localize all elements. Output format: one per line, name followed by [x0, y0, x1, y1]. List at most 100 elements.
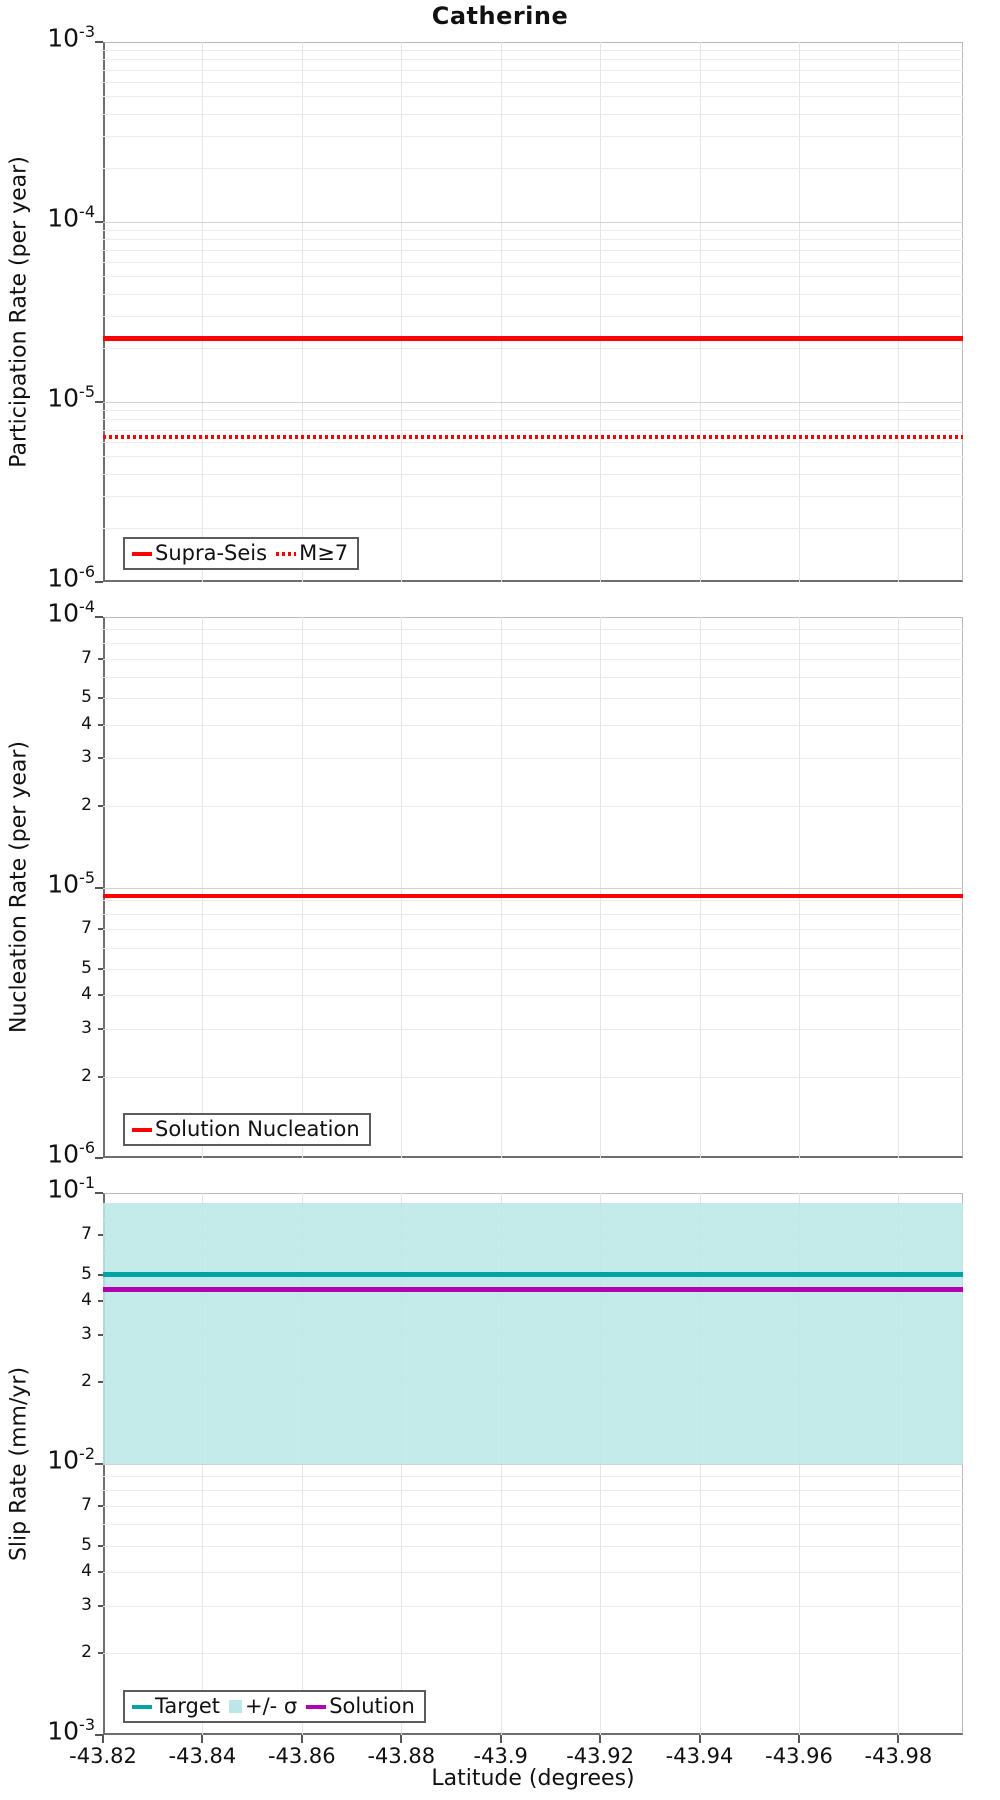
x-gridline [401, 42, 403, 582]
x-tick-mark [201, 1735, 204, 1743]
y-gridline-minor [103, 81, 963, 83]
y-tick-label: 10-3 [47, 22, 95, 53]
y-gridline-minor [103, 1653, 963, 1655]
y-axis-title-participation-rate: Participation Rate (per year) [6, 156, 32, 468]
y-tick-exponent: -5 [79, 382, 95, 401]
y-gridline-major [103, 402, 963, 403]
y-gridline-minor [103, 96, 963, 98]
y-tick-mark [95, 1192, 103, 1194]
legend-item-: +/- σ [228, 1696, 297, 1717]
y-minor-tick-label: 5 [81, 957, 92, 978]
x-tick-label: -43.82 [69, 1744, 137, 1768]
y-gridline-minor [103, 527, 963, 529]
y-gridline-minor [103, 929, 963, 931]
y-gridline-minor [103, 473, 963, 475]
uncertainty-band [103, 1202, 963, 1464]
legend-label: Target [155, 1694, 220, 1718]
x-tick-label: -43.94 [665, 1744, 734, 1768]
legend-item-m-7: M≥7 [276, 543, 348, 564]
y-minor-tick-label: 3 [81, 1594, 92, 1615]
x-tick-mark [897, 1735, 900, 1743]
y-gridline-minor [103, 347, 963, 349]
y-gridline-minor [103, 50, 963, 52]
y-gridline-minor [103, 419, 963, 421]
y-tick-mark [95, 616, 103, 618]
x-tick-mark [698, 1735, 701, 1743]
y-gridline-minor [103, 1571, 963, 1573]
x-axis-title: Latitude (degrees) [431, 1766, 635, 1791]
y-tick-exponent: -1 [79, 1173, 95, 1192]
y-gridline-minor [103, 758, 963, 760]
y-tick-exponent: -6 [79, 562, 95, 581]
y-gridline-minor [103, 1605, 963, 1607]
x-gridline [301, 42, 303, 582]
y-minor-tick-label: 7 [81, 1224, 92, 1244]
y-gridline-minor [103, 456, 963, 458]
series-line-solution-nucleation [103, 893, 963, 899]
y-minor-tick-label: 3 [81, 1017, 92, 1038]
y-tick-exponent: -6 [79, 1138, 95, 1157]
series-line-solution [103, 1287, 963, 1292]
y-tick-label: 10-2 [47, 1444, 95, 1475]
y-tick-mark-minor [98, 928, 103, 931]
y-gridline-minor [103, 1524, 963, 1526]
y-tick-label: 10-6 [47, 562, 95, 593]
x-tick-label: -43.88 [367, 1744, 436, 1768]
y-gridline-minor [103, 136, 963, 138]
y-tick-exponent: -2 [79, 1444, 95, 1463]
y-tick-mark-minor [98, 1505, 103, 1507]
y-tick-mark-minor [98, 1570, 103, 1573]
legend-line-swatch [132, 1127, 152, 1132]
x-tick-mark [400, 1735, 403, 1743]
y-axis-title-slip-rate: Slip Rate (mm/yr) [6, 1366, 32, 1562]
x-tick-label: -43.84 [168, 1744, 237, 1768]
y-minor-tick-label: 5 [81, 1534, 92, 1555]
y-tick-mark-minor [98, 1027, 103, 1030]
x-tick-label: -43.86 [267, 1744, 336, 1768]
y-tick-mark-minor [98, 805, 103, 808]
y-tick-mark [95, 221, 103, 223]
y-gridline-minor [103, 496, 963, 498]
series-line-supra-seis [103, 336, 963, 341]
y-minor-tick-label: 4 [81, 984, 92, 1005]
y-gridline-minor [103, 293, 963, 295]
y-tick-label: 10-5 [47, 867, 95, 898]
y-gridline-minor [103, 167, 963, 169]
y-gridline-minor [103, 643, 963, 645]
y-minor-tick-label: 7 [81, 1495, 92, 1515]
x-gridline [500, 42, 502, 582]
y-gridline-minor [103, 1028, 963, 1030]
x-tick-label: -43.9 [473, 1744, 528, 1768]
y-tick-exponent: -4 [79, 597, 95, 616]
y-gridline-minor [103, 899, 963, 901]
y-gridline-minor [103, 441, 963, 443]
y-tick-mark-minor [98, 723, 103, 726]
x-gridline [699, 42, 701, 582]
y-minor-tick-label: 5 [81, 1263, 92, 1284]
y-tick-mark-minor [98, 1544, 103, 1547]
y-minor-tick-label: 7 [81, 918, 92, 939]
x-tick-label: -43.92 [566, 1744, 634, 1768]
y-tick-label: 10-6 [47, 1138, 95, 1169]
x-gridline [898, 42, 900, 582]
y-minor-tick-label: 4 [81, 1289, 92, 1310]
y-gridline-minor [103, 947, 963, 949]
y-gridline-minor [103, 968, 963, 970]
legend-line-swatch [132, 1704, 152, 1709]
y-tick-mark-minor [98, 657, 103, 660]
series-line-m-7 [103, 435, 963, 439]
y-minor-tick-label: 2 [81, 1642, 92, 1663]
y-minor-tick-label: 3 [81, 747, 92, 768]
y-minor-tick-label: 2 [81, 795, 92, 816]
plot-area-participation-rate [103, 42, 963, 582]
y-gridline-major [103, 1464, 963, 1465]
y-axis-title-nucleation-rate: Nucleation Rate (per year) [6, 741, 32, 1033]
legend-item-solution-nucleation: Solution Nucleation [132, 1119, 360, 1140]
legend-label: Supra-Seis [155, 541, 268, 565]
y-tick-mark [95, 886, 103, 889]
y-gridline-minor [103, 316, 963, 318]
legend-participation-rate: Supra-Seis M≥7 [123, 537, 360, 570]
figure-title: Catherine [431, 2, 569, 30]
x-tick-mark [798, 1735, 800, 1743]
